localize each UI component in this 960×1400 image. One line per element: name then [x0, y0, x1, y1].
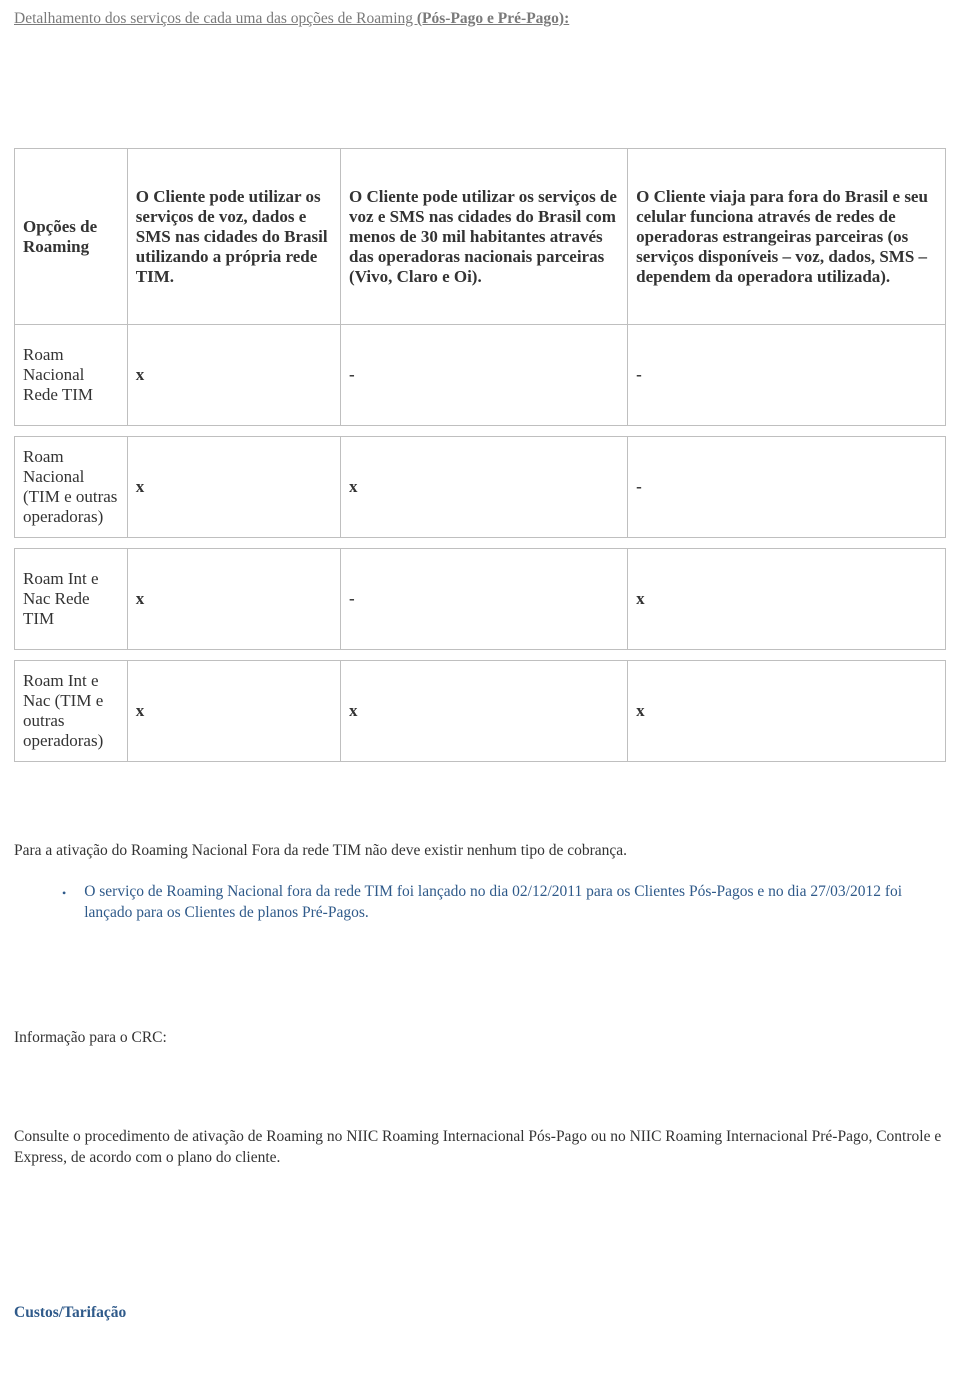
header-cell: O Cliente pode utilizar os serviços de v… — [341, 149, 628, 325]
table-row: Roam Int e Nac (TIM e outras operadoras)… — [15, 661, 946, 762]
bullet-icon: • — [62, 886, 66, 924]
row-label: Roam Int e Nac (TIM e outras operadoras) — [15, 661, 128, 762]
header-cell: O Cliente viaja para fora do Brasil e se… — [628, 149, 946, 325]
table-spacer — [15, 538, 946, 549]
row-cell: x — [127, 325, 340, 426]
page-heading: Detalhamento dos serviços de cada uma da… — [14, 10, 946, 28]
row-label: Roam Nacional Rede TIM — [15, 325, 128, 426]
table-spacer — [15, 650, 946, 661]
header-cell: Opções de Roaming — [15, 149, 128, 325]
table-header-row: Opções de Roaming O Cliente pode utiliza… — [15, 149, 946, 325]
row-cell: x — [127, 437, 340, 538]
bullet-item: • O serviço de Roaming Nacional fora da … — [62, 882, 946, 924]
row-cell: - — [341, 549, 628, 650]
activation-paragraph: Para a ativação do Roaming Nacional Fora… — [14, 842, 946, 860]
row-cell: x — [628, 661, 946, 762]
heading-prefix: Detalhamento dos serviços de cada uma da… — [14, 10, 417, 27]
row-label: Roam Nacional (TIM e outras operadoras) — [15, 437, 128, 538]
row-cell: x — [127, 549, 340, 650]
header-cell: O Cliente pode utilizar os serviços de v… — [127, 149, 340, 325]
table-spacer — [15, 426, 946, 437]
row-cell: x — [127, 661, 340, 762]
roaming-table: Opções de Roaming O Cliente pode utiliza… — [14, 148, 946, 762]
table-row: Roam Nacional Rede TIM x - - — [15, 325, 946, 426]
custos-heading: Custos/Tarifação — [14, 1304, 946, 1322]
consulte-paragraph: Consulte o procedimento de ativação de R… — [14, 1127, 946, 1169]
row-cell: x — [341, 661, 628, 762]
row-cell: - — [628, 325, 946, 426]
row-cell: - — [341, 325, 628, 426]
info-crc-label: Informação para o CRC: — [14, 1029, 946, 1047]
table-row: Roam Nacional (TIM e outras operadoras) … — [15, 437, 946, 538]
row-label: Roam Int e Nac Rede TIM — [15, 549, 128, 650]
heading-bold: (Pós-Pago e Pré-Pago): — [417, 10, 569, 27]
bullet-text: O serviço de Roaming Nacional fora da re… — [84, 882, 946, 924]
row-cell: - — [628, 437, 946, 538]
row-cell: x — [341, 437, 628, 538]
row-cell: x — [628, 549, 946, 650]
table-row: Roam Int e Nac Rede TIM x - x — [15, 549, 946, 650]
